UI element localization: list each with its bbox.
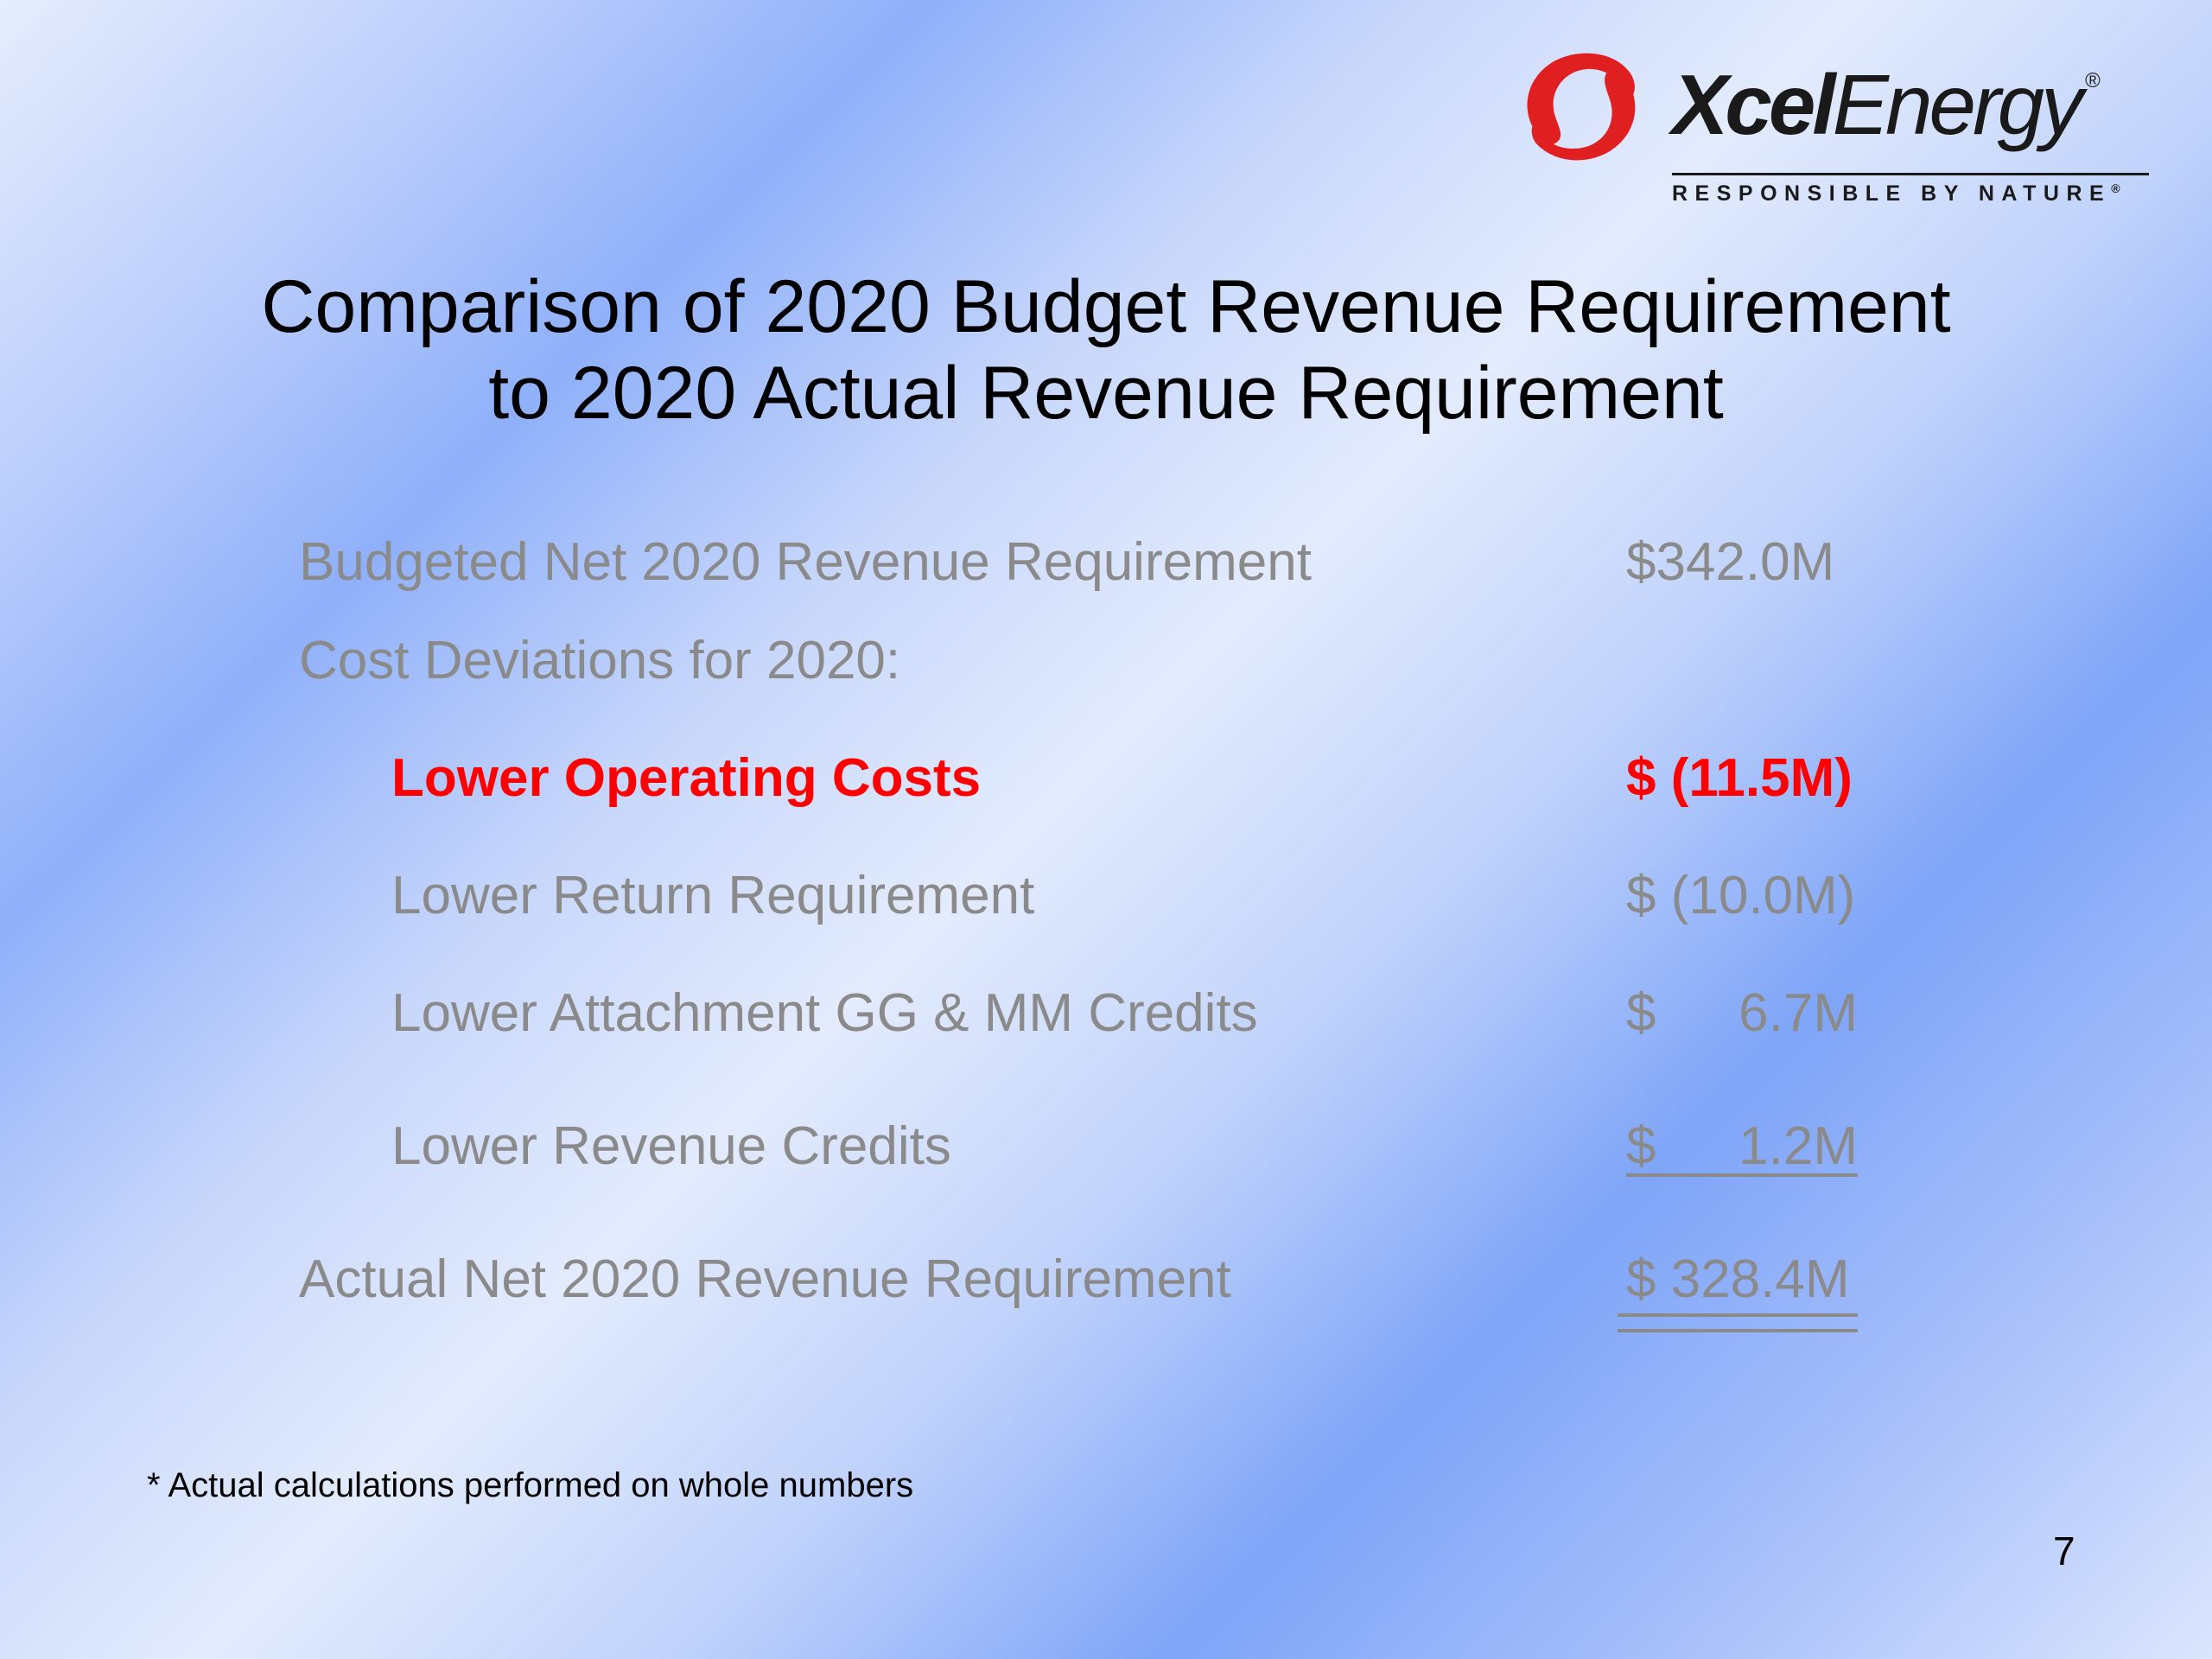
cost-deviations-heading: Cost Deviations for 2020: (299, 631, 901, 690)
double-underline-bottom (1618, 1329, 1858, 1332)
actual-amount: $ 328.4M (1626, 1249, 1850, 1309)
slide-title-line-2: to 2020 Actual Revenue Requirement (488, 352, 1724, 435)
return-requirement-amount: $ (10.0M) (1626, 866, 1856, 925)
revenue-credits-currency: $ (1626, 1116, 1656, 1176)
logo-wordmark: XcelEnergy ® (1672, 57, 2101, 152)
return-requirement-label: Lower Return Requirement (391, 866, 1035, 925)
revenue-credits-amount: $1.2M (1626, 1120, 1858, 1177)
slide-title: Comparison of 2020 Budget Revenue Requir… (0, 264, 2212, 436)
operating-costs-amount: $ (11.5M) (1626, 748, 1853, 808)
attachment-credits-value: 6.7M (1738, 983, 1858, 1043)
revenue-credits-value: 1.2M (1738, 1116, 1858, 1176)
revenue-credits-label: Lower Revenue Credits (391, 1116, 951, 1176)
budgeted-amount: $342.0M (1626, 532, 1835, 592)
attachment-credits-label: Lower Attachment GG & MM Credits (391, 983, 1258, 1043)
xcel-energy-logo: XcelEnergy ® RESPONSIBLE BY NATURE® (1516, 43, 2156, 216)
footnote: * Actual calculations performed on whole… (147, 1466, 914, 1504)
attachment-credits-currency: $ (1626, 983, 1656, 1043)
actual-label: Actual Net 2020 Revenue Requirement (299, 1249, 1231, 1309)
slide-title-line-1: Comparison of 2020 Budget Revenue Requir… (261, 265, 1951, 348)
budgeted-label: Budgeted Net 2020 Revenue Requirement (299, 532, 1312, 592)
page-number: 7 (2053, 1529, 2075, 1573)
swirl-logo-icon (1527, 53, 1636, 161)
logo-divider (1672, 173, 2149, 175)
attachment-credits-amount: $6.7M (1626, 987, 1858, 1040)
logo-tagline: RESPONSIBLE BY NATURE® (1672, 181, 2120, 206)
double-underline-top (1618, 1313, 1858, 1317)
operating-costs-label: Lower Operating Costs (391, 748, 982, 808)
